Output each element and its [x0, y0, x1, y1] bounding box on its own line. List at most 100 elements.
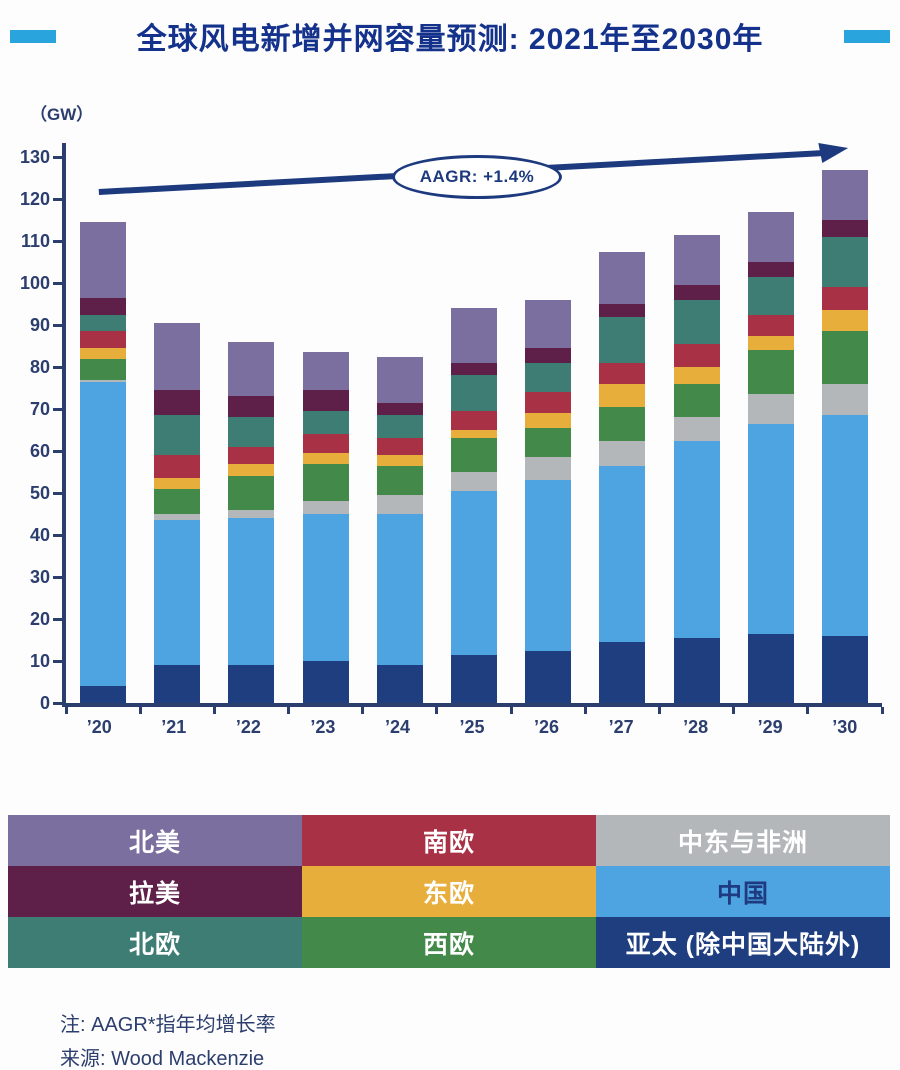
- y-tick-mark-70: [53, 407, 62, 411]
- bar-segment-中国-28: [673, 440, 720, 638]
- y-axis-unit-label: （GW）: [30, 105, 94, 124]
- bar-segment-亚太 (除中国大陆外)-30: [821, 635, 868, 703]
- x-tick-mark-10: [806, 707, 810, 714]
- bar-segment-北美-21: [154, 322, 201, 391]
- bar-segment-北欧-21: [154, 415, 201, 456]
- bar-segment-北欧-30: [821, 236, 868, 288]
- x-axis-label-25: ’25: [459, 717, 485, 737]
- x-axis-label-29: ’29: [757, 717, 783, 737]
- x-axis-label-30: ’30: [832, 717, 858, 737]
- bar-segment-拉美-24: [376, 402, 423, 416]
- y-tick-mark-10: [53, 659, 62, 663]
- x-axis-label-23: ’23: [310, 717, 336, 737]
- bar-segment-西欧-28: [673, 383, 720, 418]
- bar-segment-北美-29: [747, 211, 794, 263]
- bar-segment-中国-23: [302, 514, 349, 661]
- bar-segment-北美-27: [599, 251, 646, 305]
- bar-segment-亚太 (除中国大陆外)-29: [747, 633, 794, 703]
- bar-segment-中国-24: [376, 514, 423, 666]
- bar-segment-北欧-24: [376, 415, 423, 439]
- bar-segment-亚太 (除中国大陆外)-23: [302, 661, 349, 703]
- bar-segment-南欧-30: [821, 287, 868, 311]
- y-tick-label-120: 120: [19, 189, 50, 209]
- bar-segment-南欧-27: [599, 362, 646, 384]
- bar-segment-拉美-23: [302, 390, 349, 412]
- bar-segment-南欧-29: [747, 314, 794, 336]
- y-tick-label-0: 0: [39, 693, 50, 713]
- x-tick-mark-8: [657, 707, 661, 714]
- bar-segment-中东与非洲-28: [673, 417, 720, 441]
- x-tick-mark-0: [64, 707, 68, 714]
- x-tick-mark-1: [138, 707, 142, 714]
- bar-29: [734, 143, 808, 703]
- bar-segment-亚太 (除中国大陆外)-20: [80, 686, 127, 703]
- bar-segment-东欧-21: [154, 478, 201, 489]
- bar-segment-北美-26: [525, 299, 572, 349]
- footnotes: 注: AAGR*指年均增长率 来源: Wood Mackenzie: [60, 1012, 900, 1070]
- y-tick-label-60: 60: [29, 441, 50, 461]
- bar-segment-中国-27: [599, 465, 646, 643]
- bar-segment-北美-22: [228, 341, 275, 397]
- bar-segment-东欧-30: [821, 310, 868, 332]
- x-axis-label-24: ’24: [384, 717, 410, 737]
- bar-segment-北欧-27: [599, 316, 646, 363]
- bar-segment-西欧-23: [302, 463, 349, 502]
- bar-segment-北欧-22: [228, 417, 275, 447]
- x-tick-mark-3: [287, 707, 291, 714]
- bar-segment-西欧-20: [80, 358, 127, 380]
- bar-27: [585, 143, 659, 703]
- x-tick-mark-7: [583, 707, 587, 714]
- page-title: 全球风电新增并网容量预测: 2021年至2030年: [136, 23, 764, 56]
- bar-segment-南欧-26: [525, 392, 572, 414]
- legend-cell-中东与非洲: 中东与非洲: [596, 815, 890, 866]
- bar-segment-北美-24: [376, 356, 423, 403]
- y-tick-label-80: 80: [29, 357, 50, 377]
- bar-segment-拉美-29: [747, 262, 794, 277]
- bar-segment-亚太 (除中国大陆外)-22: [228, 665, 275, 703]
- bar-segment-西欧-29: [747, 350, 794, 395]
- bar-30: [808, 143, 882, 703]
- legend-cell-东欧: 东欧: [302, 866, 596, 917]
- plot-area: AAGR: +1.4% 0 10 20 30 40 50 60 70 80 90 100 110 120…: [20, 143, 884, 714]
- bar-segment-亚太 (除中国大陆外)-26: [525, 650, 572, 703]
- bar-segment-南欧-25: [451, 411, 498, 431]
- y-tick-mark-20: [53, 617, 62, 621]
- bar-segment-亚太 (除中国大陆外)-27: [599, 642, 646, 703]
- bar-segment-中东与非洲-20: [80, 379, 127, 382]
- x-axis-label-26: ’26: [534, 717, 560, 737]
- y-tick-mark-110: [53, 239, 62, 243]
- bar-segment-北欧-28: [673, 299, 720, 344]
- y-tick-mark-90: [53, 323, 62, 327]
- bar-segment-北欧-20: [80, 314, 127, 332]
- bar-segment-东欧-24: [376, 455, 423, 466]
- aagr-annotation-badge: AAGR: +1.4%: [392, 155, 562, 199]
- bar-segment-中东与非洲-22: [228, 509, 275, 519]
- y-tick-label-70: 70: [29, 399, 50, 419]
- bar-segment-东欧-29: [747, 335, 794, 351]
- bar-segment-中国-26: [525, 480, 572, 651]
- title-accent-dash-right-icon: [844, 29, 890, 43]
- bar-segment-拉美-27: [599, 304, 646, 317]
- bar-segment-北欧-29: [747, 276, 794, 315]
- bar-segment-拉美-25: [451, 362, 498, 376]
- y-tick-label-90: 90: [29, 315, 50, 335]
- bar-segment-北欧-26: [525, 362, 572, 393]
- y-tick-label-110: 110: [20, 231, 50, 251]
- legend-cell-南欧: 南欧: [302, 815, 596, 866]
- x-axis-label-22: ’22: [235, 717, 261, 737]
- y-tick-label-50: 50: [29, 483, 50, 503]
- bar-segment-中国-25: [451, 490, 498, 655]
- bar-segment-北欧-25: [451, 375, 498, 412]
- y-tick-label-40: 40: [29, 525, 50, 545]
- x-tick-mark-5: [435, 707, 439, 714]
- bar-segment-东欧-22: [228, 463, 275, 477]
- bar-segment-西欧-24: [376, 465, 423, 496]
- bar-segment-中国-30: [821, 415, 868, 636]
- bar-segment-中东与非洲-24: [376, 495, 423, 515]
- header: 全球风电新增并网容量预测: 2021年至2030年: [0, 0, 900, 58]
- bar-segment-拉美-20: [80, 297, 127, 315]
- bar-segment-北美-30: [821, 169, 868, 221]
- bar-segment-北欧-23: [302, 411, 349, 435]
- y-tick-mark-100: [53, 281, 62, 285]
